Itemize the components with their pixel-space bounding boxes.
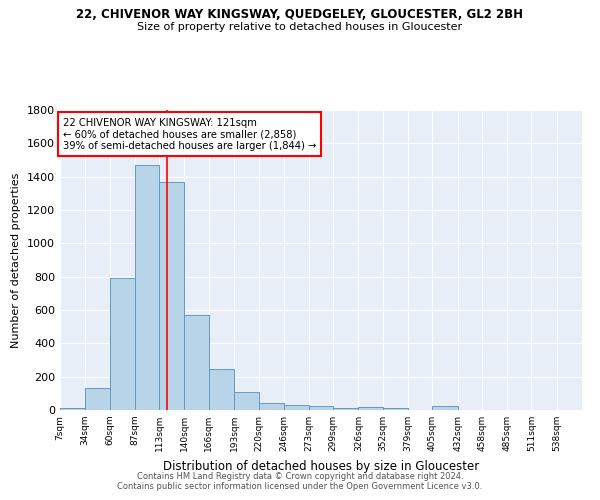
Bar (383, 408, 408, 410)
Bar (209, 368, 234, 410)
Text: Contains public sector information licensed under the Open Government Licence v3: Contains public sector information licen… (118, 482, 482, 491)
Text: Contains HM Land Registry data © Crown copyright and database right 2024.: Contains HM Land Registry data © Crown c… (137, 472, 463, 481)
Bar (433, 406, 458, 410)
Bar (259, 404, 284, 410)
Bar (85, 388, 110, 410)
X-axis label: Distribution of detached houses by size in Gloucester: Distribution of detached houses by size … (163, 460, 479, 472)
Bar (284, 406, 309, 410)
Bar (309, 406, 333, 410)
Bar (135, 165, 159, 410)
Bar (60, 408, 85, 410)
Bar (358, 407, 383, 410)
Text: 22, CHIVENOR WAY KINGSWAY, QUEDGELEY, GLOUCESTER, GL2 2BH: 22, CHIVENOR WAY KINGSWAY, QUEDGELEY, GL… (77, 8, 523, 20)
Bar (333, 408, 358, 410)
Bar (184, 315, 209, 410)
Bar (110, 278, 135, 410)
Text: 22 CHIVENOR WAY KINGSWAY: 121sqm
← 60% of detached houses are smaller (2,858)
39: 22 CHIVENOR WAY KINGSWAY: 121sqm ← 60% o… (62, 118, 316, 150)
Bar (234, 392, 259, 410)
Bar (159, 182, 184, 410)
Y-axis label: Number of detached properties: Number of detached properties (11, 172, 22, 348)
Text: Size of property relative to detached houses in Gloucester: Size of property relative to detached ho… (137, 22, 463, 32)
